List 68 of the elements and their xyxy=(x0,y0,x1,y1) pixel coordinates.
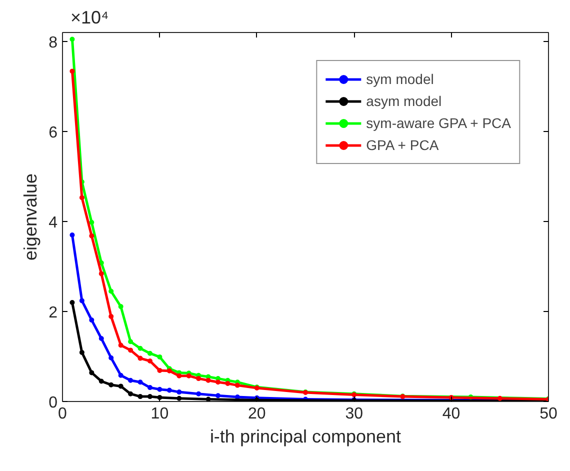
point xyxy=(89,233,94,238)
point xyxy=(98,336,104,341)
point xyxy=(70,232,75,238)
point xyxy=(128,339,134,344)
point xyxy=(138,346,143,351)
y-tick-label: 0 xyxy=(48,394,58,412)
x-tick-label: 20 xyxy=(248,406,266,422)
y-tick-label: 8 xyxy=(48,34,58,52)
point xyxy=(108,382,114,388)
text: ×10⁴ xyxy=(70,8,109,28)
point xyxy=(108,314,114,319)
point xyxy=(79,350,84,355)
x-tick-label: 10 xyxy=(150,406,169,422)
y-axis-title: eigenvalue xyxy=(20,173,41,261)
point xyxy=(128,348,134,353)
point xyxy=(138,394,143,400)
legend-label: sym-aware GPA + PCA xyxy=(366,115,511,131)
point xyxy=(89,370,94,376)
point xyxy=(196,391,202,396)
point xyxy=(147,350,152,356)
point xyxy=(70,68,75,74)
legend-label: sym model xyxy=(366,71,434,87)
point xyxy=(234,382,240,388)
x-tick-label: 40 xyxy=(442,406,460,422)
point xyxy=(138,356,143,361)
point xyxy=(108,355,114,360)
point xyxy=(89,220,94,225)
point xyxy=(128,378,134,383)
point xyxy=(108,288,114,294)
point xyxy=(98,271,104,276)
point xyxy=(98,378,104,384)
point xyxy=(89,318,94,323)
point xyxy=(176,373,182,378)
x-tick-label: 50 xyxy=(540,406,558,422)
point xyxy=(206,378,211,383)
point xyxy=(118,372,124,378)
point xyxy=(79,298,84,304)
point xyxy=(206,396,211,402)
point xyxy=(138,380,143,385)
point xyxy=(497,396,502,401)
point xyxy=(147,394,152,400)
point xyxy=(216,393,221,398)
point xyxy=(176,396,182,401)
y-tick-label: 4 xyxy=(48,214,58,232)
point xyxy=(128,391,134,396)
point xyxy=(225,381,230,386)
point xyxy=(147,358,152,364)
point xyxy=(70,36,75,42)
y-tick-label: 6 xyxy=(48,124,58,142)
point xyxy=(118,304,124,310)
point xyxy=(147,385,152,390)
x-tick-label: 30 xyxy=(345,406,364,422)
point xyxy=(157,386,162,392)
point xyxy=(70,300,75,305)
legend-label: asym model xyxy=(366,93,442,109)
point xyxy=(157,354,162,360)
y-tick-label: 2 xyxy=(48,304,58,322)
point xyxy=(79,195,84,200)
x-axis-title: i-th principal component xyxy=(210,426,402,446)
legend-label: GPA + PCA xyxy=(366,137,439,153)
point xyxy=(166,388,172,393)
point xyxy=(118,384,124,389)
point xyxy=(196,376,202,382)
point xyxy=(176,390,182,395)
point xyxy=(216,380,221,385)
point xyxy=(157,368,162,373)
point xyxy=(186,373,192,378)
point xyxy=(118,342,124,348)
